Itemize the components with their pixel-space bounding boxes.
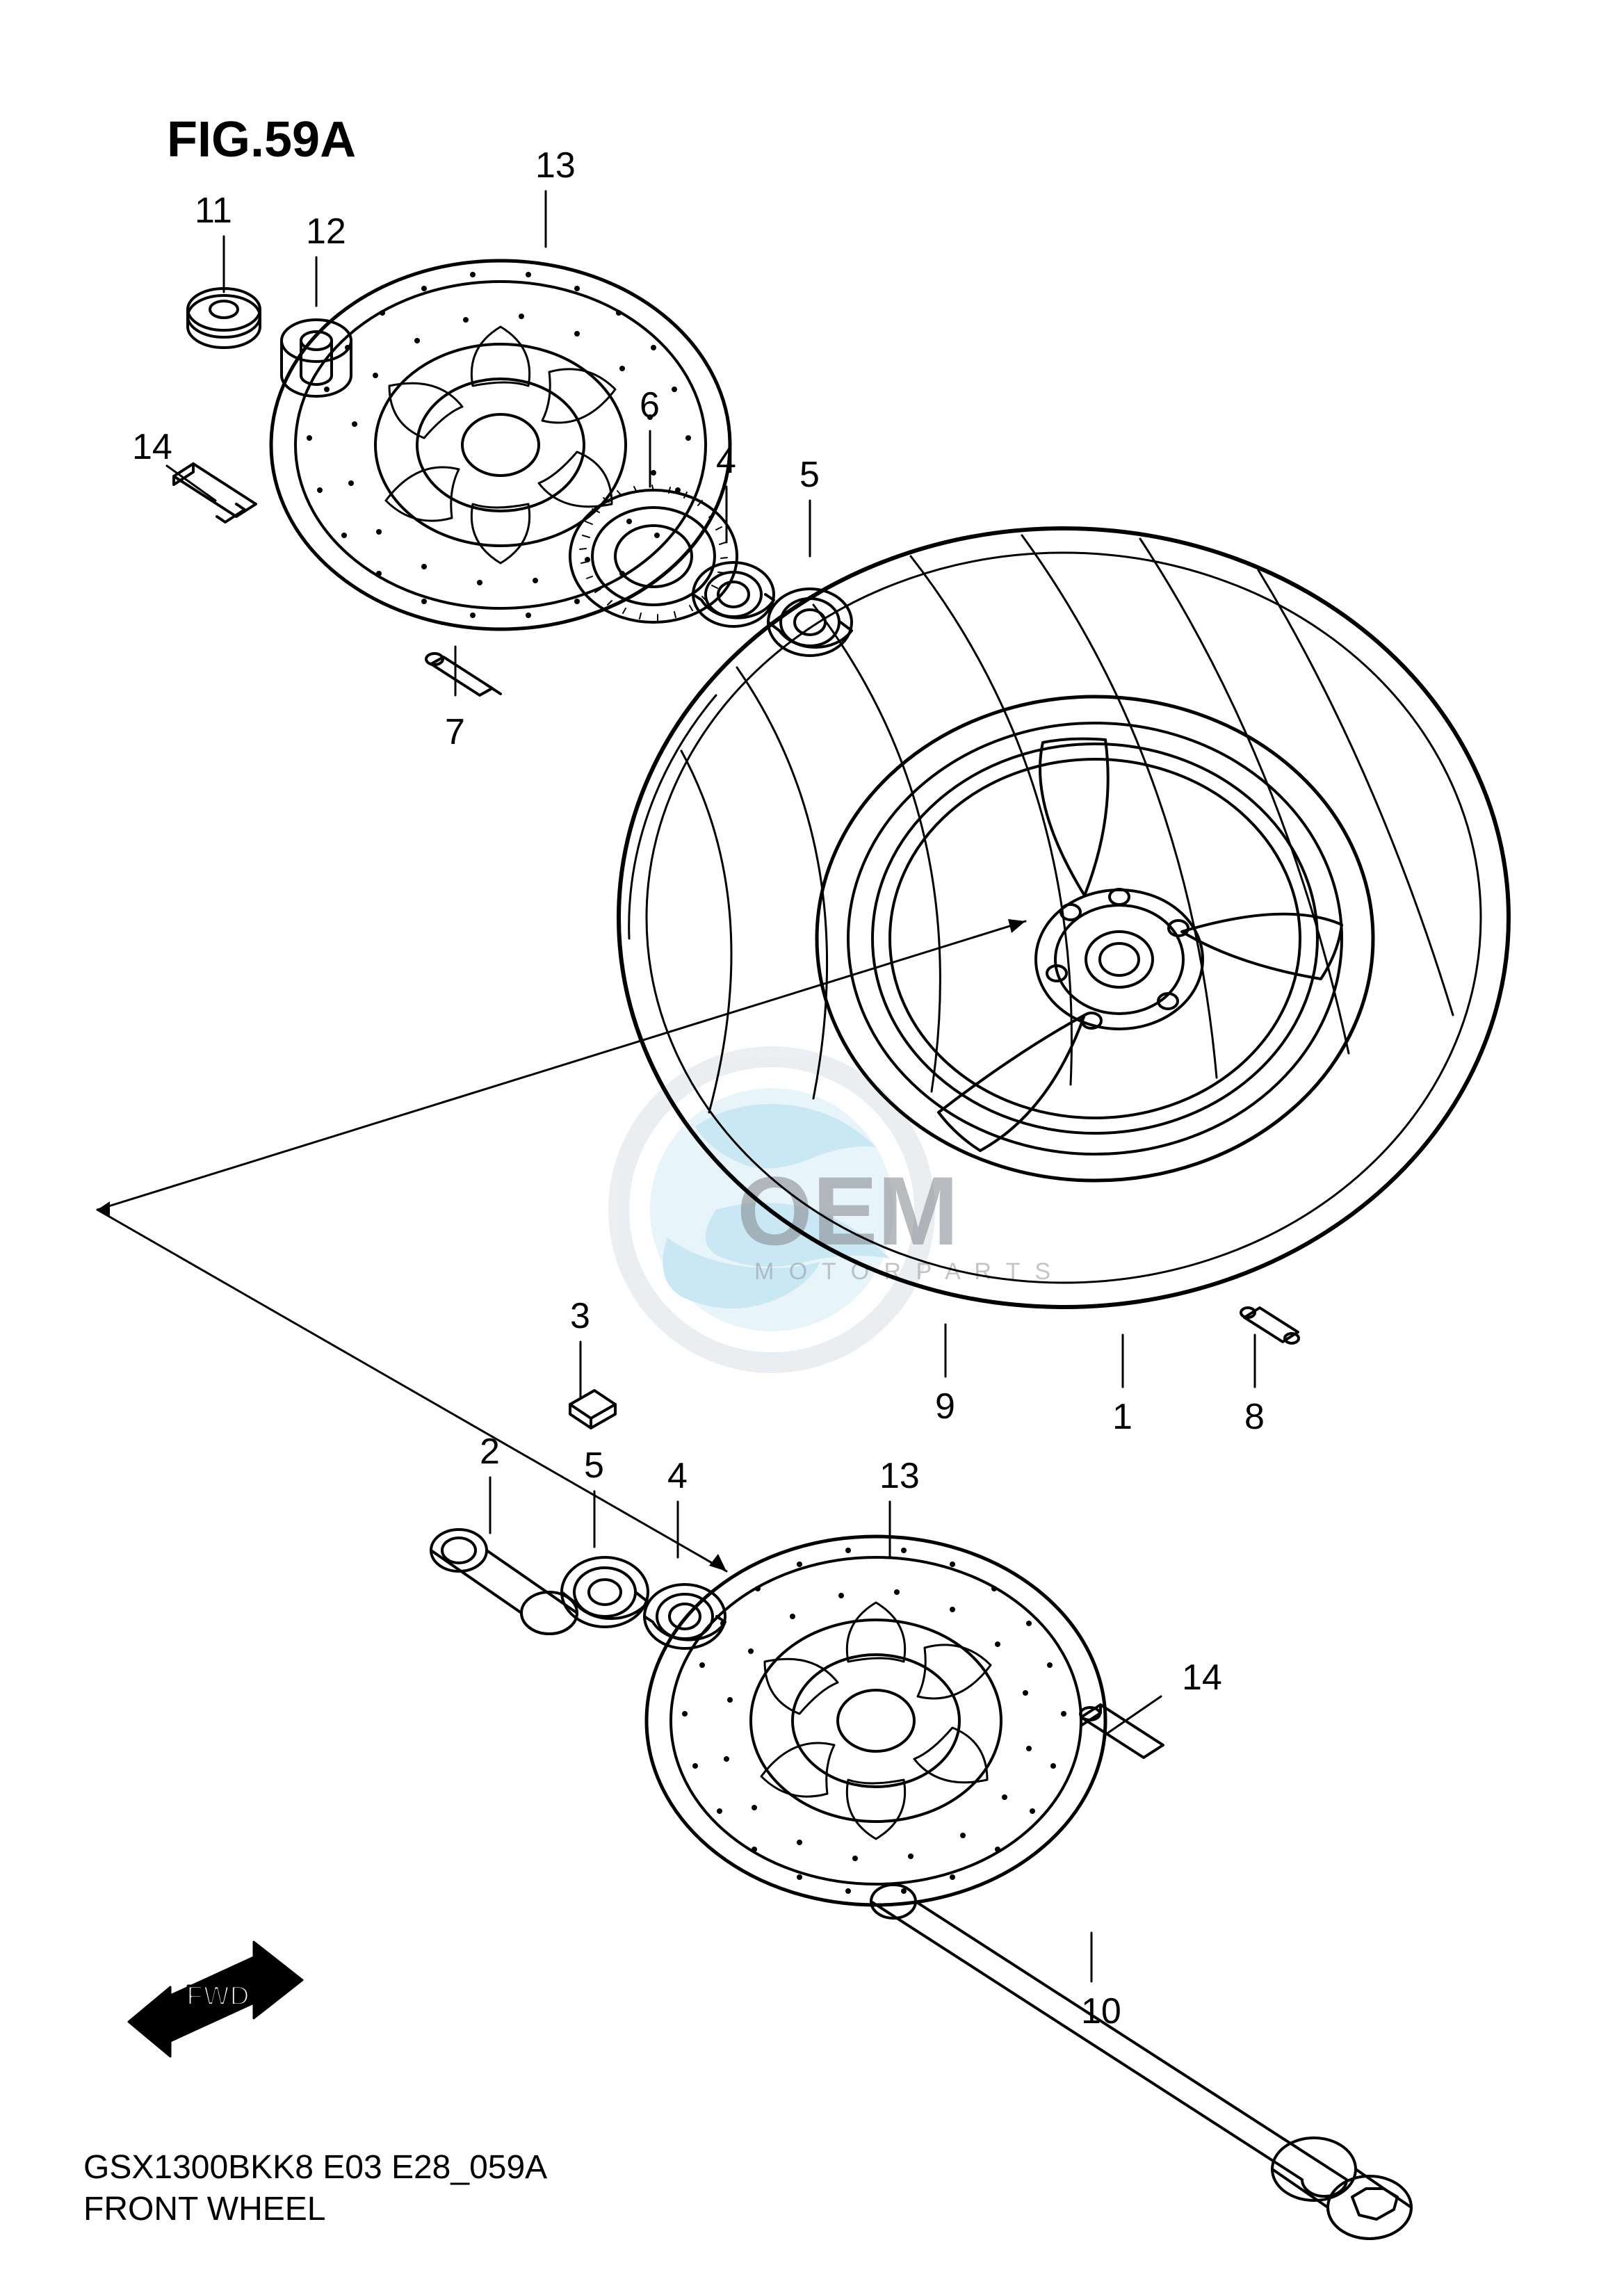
svg-text:5: 5 [584,1445,604,1486]
footer-code: GSX1300BKK8 E03 E28_059A [83,2148,547,2187]
part-disc-upper [271,261,730,629]
svg-text:14: 14 [132,427,172,467]
svg-text:10: 10 [1081,1991,1121,2032]
svg-text:8: 8 [1244,1397,1265,1437]
svg-text:2: 2 [480,1432,500,1472]
part-seal-4-upper [693,562,774,626]
page-root: FIG.59A OEM M O T O R P A R T S [0,0,1624,2295]
callout-numbers: 11 12 13 6 4 5 14 7 3 2 5 4 13 14 9 1 8 … [132,145,1265,2032]
svg-text:5: 5 [799,455,820,495]
part-valve-8 [1241,1308,1299,1343]
diagram-svg: FWD 11 12 13 6 4 5 14 7 3 2 5 4 13 14 9 … [0,0,1624,2295]
svg-text:4: 4 [667,1456,688,1496]
svg-text:6: 6 [640,385,660,425]
svg-text:9: 9 [935,1386,955,1427]
svg-text:4: 4 [716,441,736,481]
part-bolt-14-upper [174,464,256,522]
svg-text:12: 12 [306,211,346,252]
footer-name: FRONT WHEEL [83,2190,325,2228]
svg-text:13: 13 [535,145,576,186]
part-bolt-11 [188,289,260,348]
svg-text:1: 1 [1112,1397,1132,1437]
svg-text:11: 11 [195,190,232,231]
part-bearing-5-lower [562,1557,648,1627]
part-disc-lower [647,1536,1105,1905]
part-bolt-14-lower [1080,1705,1163,1758]
svg-text:13: 13 [879,1456,920,1496]
fwd-label: FWD [186,1981,250,2011]
part-screw-7 [426,654,501,695]
part-key-3 [570,1390,615,1428]
svg-text:14: 14 [1182,1657,1222,1698]
part-wheel-assembly [619,528,1509,1307]
part-collar-12 [282,320,351,396]
svg-text:7: 7 [445,712,465,752]
part-axle-10 [871,1885,1411,2239]
svg-text:3: 3 [570,1296,590,1336]
part-spacer-2 [431,1530,577,1634]
